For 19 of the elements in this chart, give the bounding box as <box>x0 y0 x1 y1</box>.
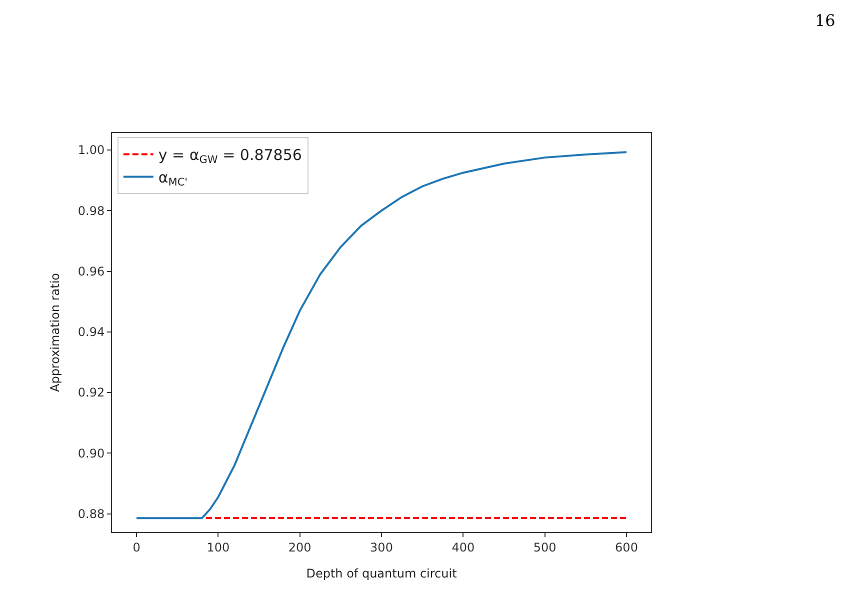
x-tick-label: 400 <box>452 540 475 554</box>
x-tick-label: 600 <box>615 540 638 554</box>
x-tick-label: 100 <box>206 540 230 554</box>
y-tick-label: 1.00 <box>78 143 105 158</box>
y-tick-label: 0.94 <box>78 325 105 340</box>
y-tick-label: 0.88 <box>78 507 105 522</box>
y-axis-title: Approximation ratio <box>48 272 62 392</box>
text: 16 <box>815 11 836 30</box>
legend-label: α$_{MC'}$ <box>158 168 188 189</box>
y-tick-label: 0.96 <box>78 264 105 278</box>
x-axis-title: Depth of quantum circuit <box>306 566 458 580</box>
x-tick-label: 200 <box>288 540 312 554</box>
x-tick-label: 0 <box>132 540 140 554</box>
legend-label: y = α$_{GW}$ = 0.87856 <box>158 146 302 166</box>
x-tick-label: 500 <box>533 540 556 554</box>
y-tick-label: 0.92 <box>78 386 105 400</box>
x-tick-label: 300 <box>370 540 393 554</box>
y-tick-label: 0.98 <box>78 204 105 218</box>
y-tick-label: 0.90 <box>78 446 105 460</box>
